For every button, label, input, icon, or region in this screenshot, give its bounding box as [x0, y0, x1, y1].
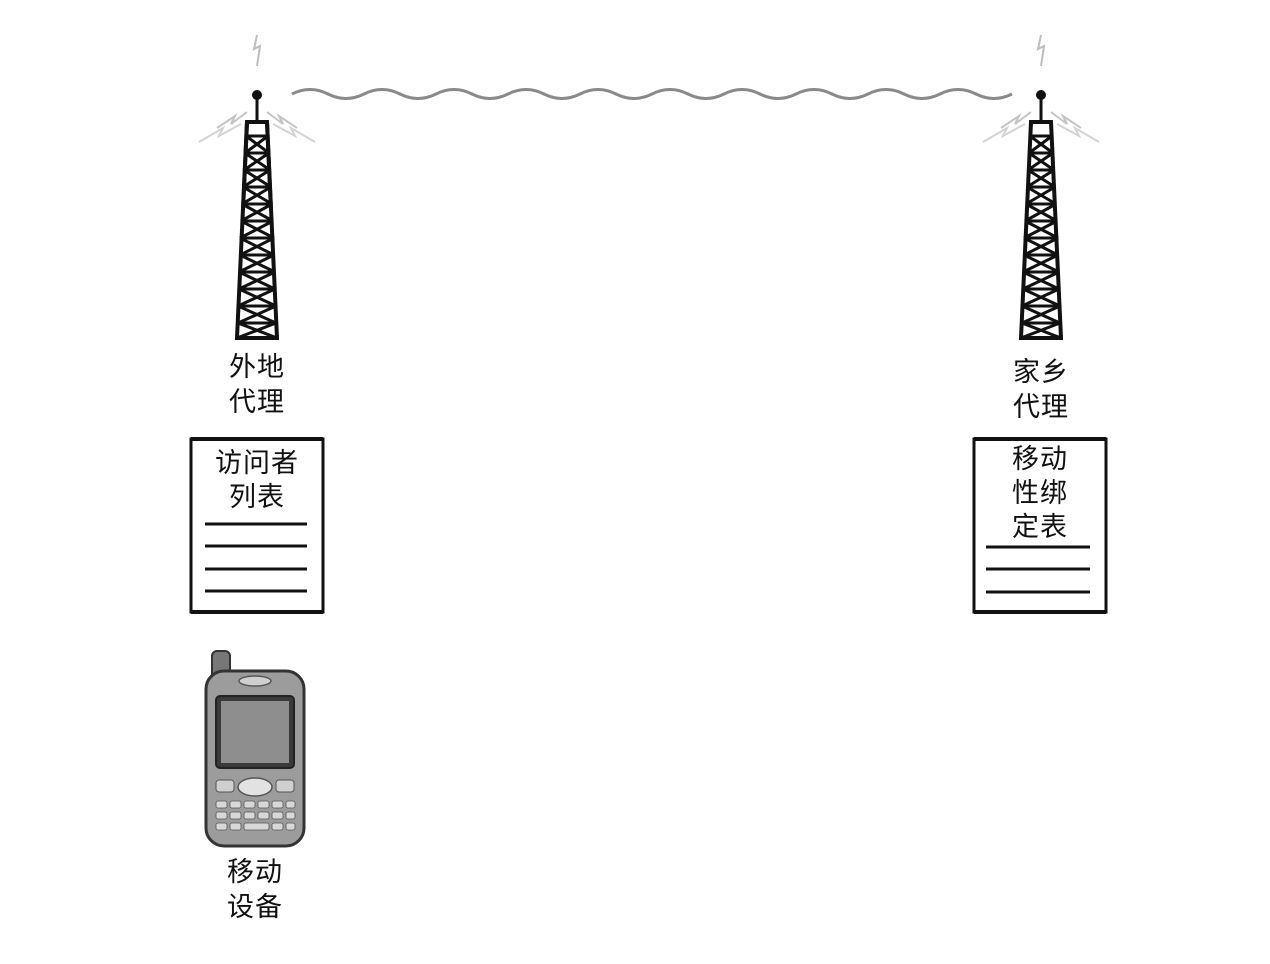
foreign-agent-label-line2: 代理	[229, 387, 285, 418]
mobility-binding-title-line1: 移动	[1012, 444, 1068, 475]
mobility-binding-title-line3: 定表	[1012, 512, 1068, 543]
mobile-device-label-line2: 设备	[227, 892, 283, 923]
visitor-list-title-line2: 列表	[229, 482, 285, 513]
mobile-device-label-line1: 移动	[227, 857, 283, 888]
foreign-agent-label-line1: 外地	[229, 352, 285, 383]
visitor-list-title: 访问者 列表	[195, 447, 319, 515]
foreign-agent-label: 外地 代理	[212, 350, 302, 420]
home-agent-label: 家乡 代理	[996, 355, 1086, 425]
mobility-binding-title: 移动 性绑 定表	[978, 443, 1102, 545]
mobile-phone-icon	[204, 650, 306, 848]
mobile-device-label: 移动 设备	[210, 855, 300, 925]
foreign-agent-tower-icon	[198, 34, 316, 340]
mobility-binding-title-line2: 性绑	[1012, 478, 1068, 509]
wireless-link	[291, 88, 1013, 100]
home-agent-label-line1: 家乡	[1013, 357, 1069, 388]
visitor-list-table	[189, 437, 325, 614]
home-agent-tower-icon	[982, 34, 1100, 340]
home-agent-label-line2: 代理	[1013, 392, 1069, 423]
mobility-binding-table	[972, 437, 1108, 614]
visitor-list-title-line1: 访问者	[215, 448, 299, 479]
